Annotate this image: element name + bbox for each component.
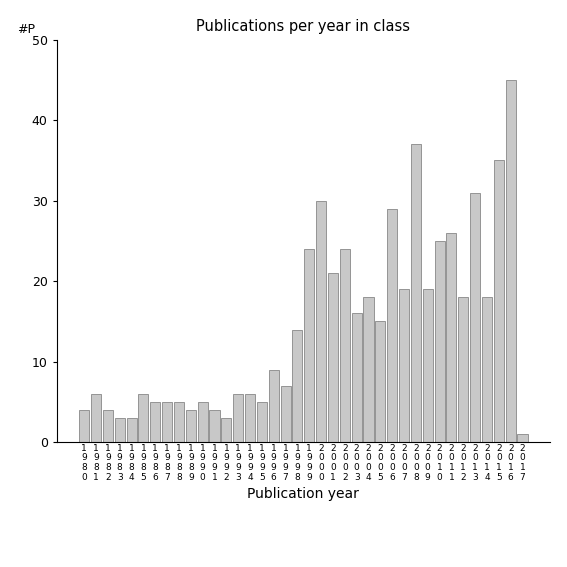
Bar [482, 297, 492, 442]
Bar [281, 386, 291, 442]
Bar [209, 410, 219, 442]
Bar [150, 402, 160, 442]
Bar [375, 321, 386, 442]
Title: Publications per year in class: Publications per year in class [196, 19, 411, 35]
Bar [340, 249, 350, 442]
Bar [126, 418, 137, 442]
Bar [221, 418, 231, 442]
Bar [162, 402, 172, 442]
Bar [245, 394, 255, 442]
Bar [518, 434, 527, 442]
Bar [233, 394, 243, 442]
Bar [458, 297, 468, 442]
Bar [411, 145, 421, 442]
Bar [304, 249, 314, 442]
Bar [446, 233, 456, 442]
Bar [269, 370, 279, 442]
Bar [103, 410, 113, 442]
Bar [138, 394, 149, 442]
Bar [352, 314, 362, 442]
Bar [328, 273, 338, 442]
Bar [174, 402, 184, 442]
Bar [198, 402, 208, 442]
Text: #P: #P [17, 23, 35, 36]
Bar [470, 193, 480, 442]
X-axis label: Publication year: Publication year [247, 487, 359, 501]
Bar [186, 410, 196, 442]
Bar [91, 394, 101, 442]
Bar [399, 289, 409, 442]
Bar [316, 201, 326, 442]
Bar [506, 80, 516, 442]
Bar [115, 418, 125, 442]
Bar [423, 289, 433, 442]
Bar [79, 410, 89, 442]
Bar [293, 329, 302, 442]
Bar [387, 209, 397, 442]
Bar [494, 160, 504, 442]
Bar [434, 241, 445, 442]
Bar [363, 297, 374, 442]
Bar [257, 402, 267, 442]
